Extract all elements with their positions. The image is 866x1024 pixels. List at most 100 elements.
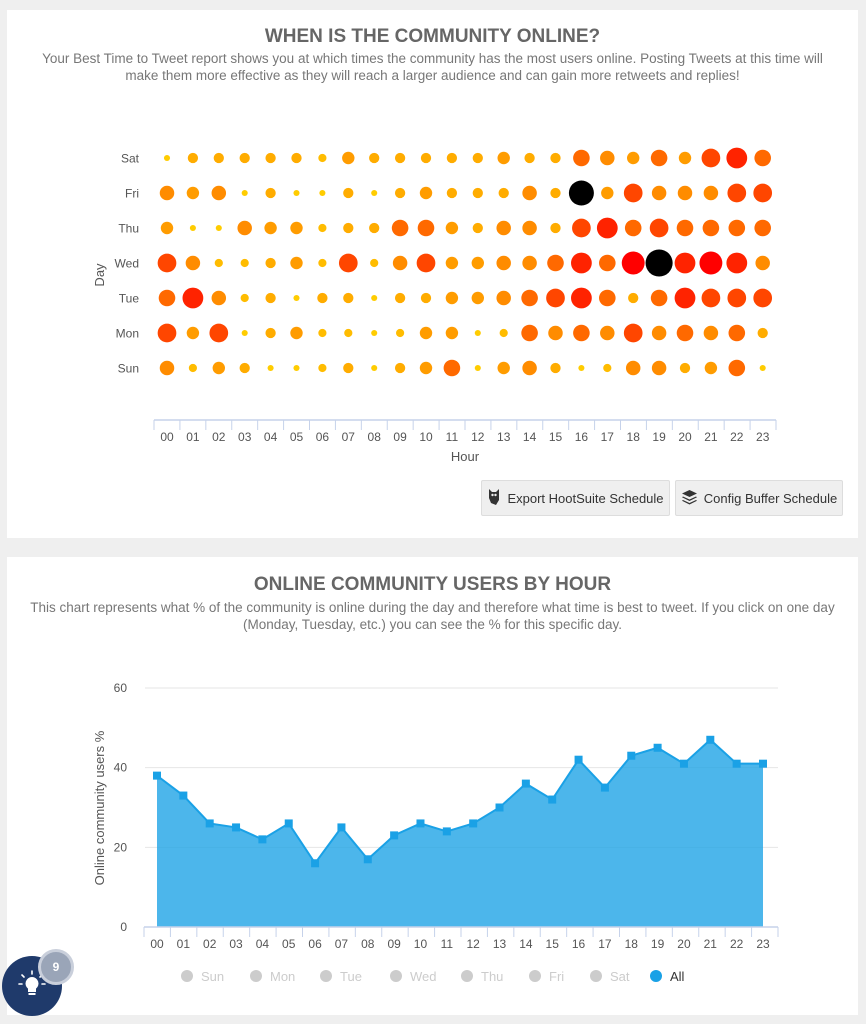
legend-item-all[interactable]: All — [650, 969, 685, 984]
x-tick-label: 10 — [414, 937, 428, 951]
bubble-wed-15 — [547, 254, 564, 272]
legend-item-wed[interactable]: Wed — [390, 969, 437, 984]
legend-marker — [250, 970, 262, 982]
bubble-mon-22 — [728, 324, 746, 342]
bubble-sat-06 — [318, 153, 327, 163]
y-tick-label: Tue — [119, 292, 140, 306]
bubble-fri-02 — [211, 185, 227, 201]
bubble-tue-15 — [546, 288, 565, 308]
x-tick-label: 23 — [756, 937, 770, 951]
data-point-08 — [363, 855, 372, 864]
x-tick-label: 08 — [368, 430, 382, 444]
bubble-sun-12 — [474, 364, 481, 372]
x-tick-label: 05 — [282, 937, 296, 951]
legend-item-sun[interactable]: Sun — [181, 969, 224, 984]
x-tick-label: 14 — [523, 430, 537, 444]
bubble-sun-10 — [419, 361, 433, 375]
bubble-wed-06 — [318, 258, 327, 268]
data-point-22 — [732, 759, 741, 768]
data-point-09 — [390, 831, 399, 840]
data-point-07 — [337, 823, 346, 832]
y-axis-title: Day — [92, 263, 107, 287]
legend-item-fri[interactable]: Fri — [529, 969, 564, 984]
bubble-tue-23 — [753, 288, 773, 308]
bubble-mon-02 — [209, 323, 229, 343]
y-axis-title: Online community users % — [92, 730, 107, 885]
bubble-sat-20 — [678, 151, 692, 165]
bubble-thu-11 — [445, 221, 459, 235]
data-point-23 — [759, 759, 767, 768]
legend-marker — [181, 970, 193, 982]
bubble-fri-22 — [727, 183, 747, 203]
legend-item-mon[interactable]: Mon — [250, 969, 295, 984]
bubble-sun-19 — [651, 360, 667, 376]
bubble-sat-17 — [600, 150, 615, 166]
bubble-mon-10 — [419, 326, 433, 340]
legend-label: Sun — [201, 969, 224, 984]
x-tick-label: 18 — [627, 430, 641, 444]
bubble-sat-23 — [754, 149, 771, 167]
bubble-sun-21 — [704, 361, 718, 375]
bubble-sat-07 — [342, 151, 355, 165]
bubble-mon-19 — [651, 325, 667, 341]
data-point-06 — [311, 859, 320, 868]
x-tick-label: 09 — [393, 430, 407, 444]
data-point-19 — [653, 743, 662, 752]
data-point-05 — [284, 819, 293, 828]
bubble-sun-18 — [625, 360, 641, 376]
bubble-sat-19 — [650, 149, 668, 167]
best-time-card: WHEN IS THE COMMUNITY ONLINE? Your Best … — [7, 10, 858, 538]
bubble-thu-20 — [676, 219, 694, 237]
bubble-mon-15 — [548, 325, 563, 341]
bubble-mon-01 — [186, 326, 200, 340]
bubble-fri-19 — [651, 185, 667, 201]
bubble-thu-07 — [343, 222, 354, 234]
bubble-wed-01 — [185, 255, 201, 271]
bubble-wed-16 — [571, 252, 592, 274]
bubble-mon-16 — [573, 324, 590, 342]
bubble-thu-04 — [264, 221, 277, 235]
x-tick-label: 01 — [177, 937, 191, 951]
data-point-04 — [258, 835, 267, 844]
legend-label: Fri — [549, 969, 564, 984]
bubble-tue-21 — [701, 288, 721, 308]
bubble-tue-13 — [496, 290, 511, 306]
bubble-sun-06 — [318, 363, 327, 373]
bubble-mon-03 — [241, 329, 248, 337]
bubble-tue-10 — [420, 292, 432, 304]
legend-item-tue[interactable]: Tue — [320, 969, 362, 984]
bubble-tue-17 — [599, 289, 616, 307]
bubble-sat-13 — [497, 151, 510, 165]
y-tick-label: Mon — [116, 327, 139, 341]
bubble-sat-21 — [701, 148, 721, 168]
x-axis-title: Hour — [451, 449, 480, 464]
bubble-tue-08 — [371, 294, 378, 302]
export-hootsuite-button[interactable]: Export HootSuite Schedule — [481, 480, 670, 516]
bubble-tue-18 — [628, 292, 639, 304]
y-tick-label: Sun — [118, 362, 139, 376]
bubble-sat-02 — [213, 152, 224, 164]
config-buffer-button[interactable]: Config Buffer Schedule — [675, 480, 843, 516]
bubble-sun-17 — [603, 363, 612, 373]
bubble-tue-07 — [343, 292, 354, 304]
bubble-wed-19 — [645, 249, 673, 277]
data-point-18 — [627, 751, 636, 760]
legend-label: Sat — [610, 969, 630, 984]
bubble-tue-04 — [265, 292, 276, 304]
bubble-thu-06 — [318, 223, 327, 233]
bubble-fri-05 — [293, 189, 300, 197]
x-tick-label: 19 — [652, 430, 666, 444]
y-tick-label: 40 — [114, 761, 128, 775]
bubble-sat-11 — [446, 152, 458, 164]
data-point-10 — [416, 819, 425, 828]
x-tick-label: 22 — [730, 430, 744, 444]
data-point-00 — [153, 771, 161, 780]
bubble-sat-00 — [163, 154, 171, 162]
y-tick-label: 60 — [114, 681, 128, 695]
legend-item-sat[interactable]: Sat — [590, 969, 630, 984]
bubble-wed-00 — [157, 253, 177, 273]
bubble-wed-21 — [699, 251, 723, 275]
legend-item-thu[interactable]: Thu — [461, 969, 503, 984]
bubble-wed-22 — [726, 252, 748, 274]
